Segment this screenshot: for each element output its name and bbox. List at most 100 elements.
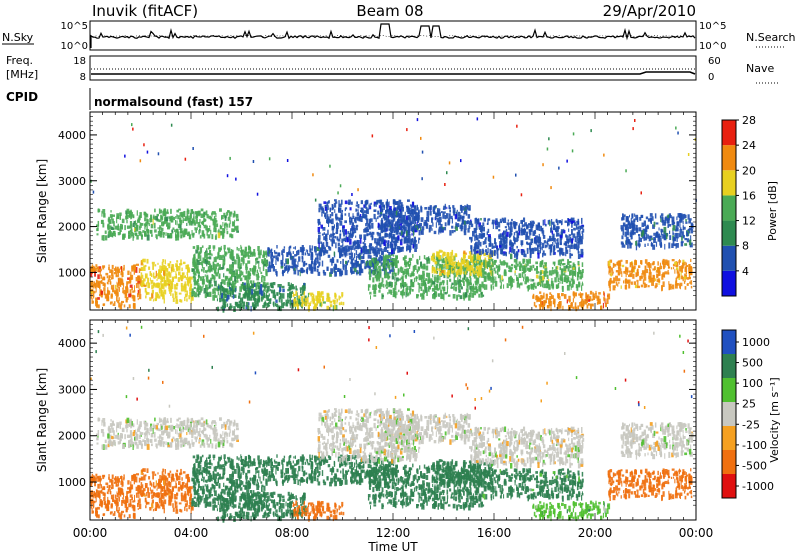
echo-cell [498, 236, 501, 240]
echo-cell [376, 244, 378, 249]
echo-cell [645, 233, 648, 239]
echo-cell [107, 234, 110, 238]
echo-cell [152, 272, 155, 278]
echo-cell [516, 282, 519, 288]
echo-cell [567, 244, 570, 248]
echo-cell [281, 250, 284, 256]
echo-cell [530, 239, 533, 244]
echo-cell [164, 283, 166, 287]
echo-cell [444, 291, 447, 295]
echo-cell [495, 220, 498, 225]
echo-cell [426, 217, 428, 221]
echo-cell [531, 279, 535, 282]
echo-cell [107, 293, 109, 299]
echo-cell [390, 282, 393, 288]
echo-cell [387, 273, 390, 278]
echo-cell [474, 263, 478, 268]
echo-cell [547, 242, 549, 246]
echo-cell [482, 284, 485, 289]
echo-cell [270, 257, 274, 261]
echo-cell [495, 264, 498, 269]
echo-cell [409, 212, 412, 216]
echo-cell [130, 224, 133, 231]
echo-cell [310, 294, 313, 297]
echo-cell [103, 213, 105, 217]
echo-cell [633, 265, 636, 270]
echo-cell [494, 260, 497, 263]
echo-cell [234, 279, 236, 286]
echo-cell [359, 234, 362, 239]
echo-cell [634, 213, 636, 217]
echo-cell [301, 256, 304, 259]
echo-cell [627, 231, 630, 236]
echo-cell [271, 265, 273, 269]
echo-cell [458, 289, 461, 293]
echo-cell [210, 216, 213, 221]
echo-cell [366, 208, 369, 215]
echo-cell [104, 235, 108, 241]
echo-cell [627, 243, 629, 249]
echo-cell [340, 199, 343, 205]
echo-cell [523, 253, 527, 258]
echo-cell [243, 250, 247, 257]
echo-cell [187, 209, 190, 215]
echo-cell [673, 243, 677, 247]
echo-cell [436, 271, 438, 274]
echo-cell [543, 283, 546, 289]
echo-cell [532, 284, 535, 290]
echo-cell [162, 259, 165, 263]
echo-cell [689, 227, 692, 231]
echo-cell [432, 252, 435, 258]
echo-cell [537, 252, 540, 259]
echo-cell [559, 274, 561, 281]
echo-cell [559, 266, 561, 271]
echo-cell [378, 257, 381, 263]
echo-cell [496, 248, 499, 252]
echo-cell [679, 265, 682, 272]
echo-cell [200, 289, 202, 292]
echo-cell [629, 242, 632, 249]
echo-cell [208, 256, 212, 260]
echo-cell [160, 290, 163, 296]
echo-cell [487, 219, 489, 225]
echo-cell [370, 202, 372, 205]
echo-cell [162, 231, 165, 238]
echo-cell [376, 199, 380, 203]
echo-cell [529, 248, 533, 252]
echo-cell [688, 276, 691, 280]
echo-cell [406, 292, 408, 295]
echo-cell [554, 237, 556, 244]
echo-cell [482, 248, 484, 255]
echo-cell [148, 266, 151, 270]
echo-cell [220, 306, 223, 309]
echo-cell [304, 252, 307, 256]
echo-cell [479, 270, 482, 277]
echo-cell [323, 301, 326, 304]
echo-cell [260, 296, 263, 302]
echo-cell [343, 232, 345, 237]
echo-cell [573, 227, 576, 231]
echo-cell [383, 223, 385, 229]
echo-cell [300, 302, 302, 307]
echo-cell [214, 280, 217, 287]
echo-cell [259, 282, 261, 285]
echo-cell [578, 225, 580, 229]
echo-cell [193, 294, 196, 298]
echo-cell [394, 243, 396, 249]
echo-cell [438, 268, 441, 272]
echo-cell [210, 277, 213, 281]
echo-cell [166, 282, 170, 286]
echo-cell [118, 297, 120, 302]
echo-cell [635, 224, 638, 230]
echo-cell [421, 294, 424, 300]
echo-cell [466, 277, 469, 283]
echo-cell [645, 265, 647, 269]
echo-cell [578, 251, 580, 254]
echo-cell [348, 235, 351, 241]
echo-cell [678, 233, 682, 238]
echo-cell [569, 269, 573, 276]
echo-cell [151, 274, 153, 277]
echo-cell [378, 268, 382, 274]
echo-cell [379, 199, 383, 206]
echo-cell [144, 223, 147, 226]
